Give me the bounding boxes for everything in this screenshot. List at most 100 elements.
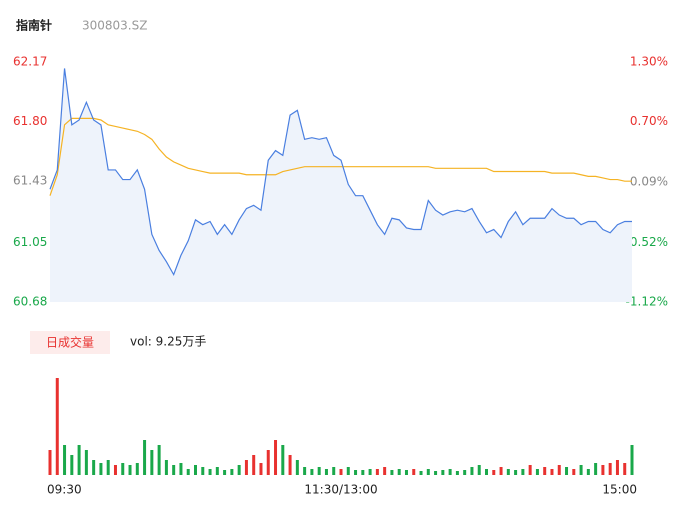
y-tick-label: 61.80 [13,114,47,128]
volume-bar [135,463,139,475]
volume-bar [244,460,248,475]
volume-bar [259,463,263,475]
volume-bar [121,463,125,475]
y2-tick-label: 0.70% [630,114,668,128]
volume-bar [426,469,430,475]
price-line [49,68,632,277]
volume-bar [128,465,132,475]
volume-bar [237,465,241,475]
volume-bar [63,445,67,475]
volume-bar [230,469,234,475]
volume-bar [252,455,256,475]
volume-bar [572,469,576,475]
volume-label: 日成交量 [46,335,94,350]
volume-bar [448,469,452,475]
volume-bar [113,465,117,475]
y2-tick-label: 1.30% [630,55,668,69]
volume-bar [157,445,161,475]
volume-bar [368,469,372,475]
volume-bar [557,465,561,475]
volume-bar [579,465,583,475]
volume-bar [266,450,270,475]
volume-bar [281,445,285,475]
volume-bar [397,469,401,475]
y2-tick-label: 0.09% [630,175,668,189]
y2-tick-label: -1.12% [626,295,668,309]
volume-bar [375,469,379,475]
volume-bar [70,455,74,475]
volume-bar [84,450,88,475]
volume-bar [106,460,110,475]
volume-bar [332,467,336,475]
price-area [50,68,632,302]
volume-bar [77,445,81,475]
volume-bar [615,460,619,475]
volume-bar [528,465,532,475]
volume-bar [586,469,590,475]
volume-bar [434,471,438,475]
volume-bar [274,440,278,475]
y-tick-label: 62.17 [13,55,47,69]
volume-bar [186,469,190,475]
volume-bar [499,467,503,475]
x-tick-label: 11:30/13:00 [304,483,377,497]
volume-bar [535,469,539,475]
volume-bar [208,469,212,475]
stock-code: 300803.SZ [82,19,147,33]
volume-bar [150,450,154,475]
volume-bar [565,467,569,475]
volume-bar [48,450,52,475]
volume-bar [303,467,307,475]
volume-bar [324,469,328,475]
volume-bar [521,469,525,475]
y-tick-label: 60.68 [13,295,47,309]
volume-bar [346,467,350,475]
volume-label-box [30,331,110,354]
volume-bar [412,469,416,475]
y-tick-label: 61.43 [13,174,47,188]
volume-bar [295,460,299,475]
volume-bar [339,469,343,475]
volume-bar [179,463,183,475]
volume-bar [390,470,394,475]
volume-bar [455,471,459,475]
volume-bar [492,470,496,475]
volume-bar [143,440,147,475]
x-tick-label: 09:30 [47,483,82,497]
volume-bar [594,463,598,475]
volume-bar [223,470,227,475]
volume-bar [514,470,518,475]
volume-bar [201,467,205,475]
y2-tick-label: -0.52% [626,235,668,249]
volume-bar [543,467,547,475]
volume-bar [354,470,358,475]
volume-bar [361,470,365,475]
volume-annotation: vol: 9.25万手 [130,335,206,349]
volume-bar [419,471,423,475]
x-tick-label: 15:00 [602,483,637,497]
average-line [49,117,632,196]
volume-bar [623,463,627,475]
volume-bar [164,460,168,475]
volume-bar [288,455,292,475]
volume-bar [485,469,488,475]
volume-bar [172,465,176,475]
volume-bar [317,467,321,475]
volume-bar [608,463,612,475]
volume-bar [506,469,510,475]
volume-bar [477,465,481,475]
volume-bar [92,460,96,475]
volume-bar [550,469,554,475]
stock-name: 指南针 [16,18,52,33]
volume-bar [630,445,634,475]
volume-bar [404,470,408,475]
volume-bar [441,470,445,475]
volume-bar [215,467,219,475]
volume-bar [601,465,605,475]
volume-bar [383,467,387,475]
volume-bar [463,470,467,475]
volume-bar [55,378,59,475]
volume-bar [310,469,314,475]
y-tick-label: 61.05 [13,235,47,249]
